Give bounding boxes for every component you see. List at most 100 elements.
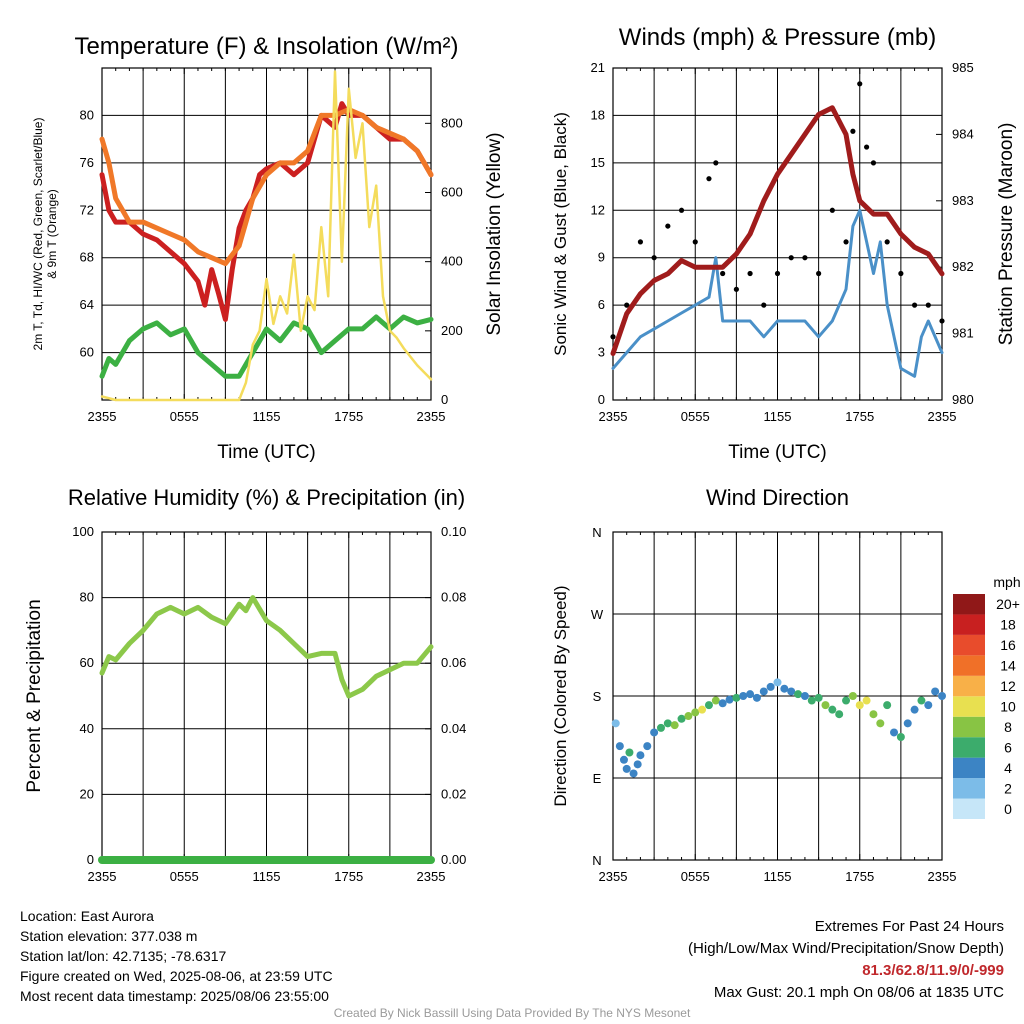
direction-point bbox=[890, 728, 899, 737]
station-location: Location: East Aurora bbox=[20, 908, 154, 924]
direction-point bbox=[938, 692, 946, 700]
y-tick-label-right: 980 bbox=[952, 392, 974, 407]
direction-point bbox=[698, 705, 707, 714]
direction-point bbox=[677, 714, 686, 723]
direction-point bbox=[650, 728, 659, 737]
x-tick-label: 2355 bbox=[417, 869, 446, 884]
y-axis-label-left-winds: Sonic Wind & Gust (Blue, Black) bbox=[551, 112, 570, 356]
y-tick-label-left: 40 bbox=[80, 721, 94, 736]
direction-point bbox=[684, 712, 693, 721]
y-tick-label-right: 0.06 bbox=[441, 655, 466, 670]
x-tick-label: 2355 bbox=[599, 409, 628, 424]
gust-point bbox=[624, 302, 630, 308]
colorbar-swatch bbox=[953, 757, 985, 779]
gust-point bbox=[678, 207, 685, 213]
figure-created: Figure created on Wed, 2025-08-06, at 23… bbox=[20, 968, 333, 984]
x-tick-label: 1755 bbox=[845, 869, 874, 884]
colorbar-label: 20+ bbox=[996, 596, 1020, 612]
colorbar-label: 6 bbox=[1004, 739, 1012, 755]
y-tick-label-right: 0.08 bbox=[441, 590, 466, 605]
colorbar-label: 4 bbox=[1004, 760, 1012, 776]
colorbar-swatch bbox=[953, 696, 985, 717]
y-tick-label-right: 0.00 bbox=[441, 852, 466, 867]
colorbar-label: 18 bbox=[1000, 617, 1016, 633]
direction-point bbox=[931, 687, 940, 696]
credit-line: Created By Nick Bassill Using Data Provi… bbox=[333, 1006, 691, 1020]
gust-point bbox=[870, 160, 877, 166]
x-tick-label: 2355 bbox=[88, 869, 117, 884]
x-tick-label: 1155 bbox=[764, 409, 792, 424]
gust-point bbox=[911, 302, 918, 308]
direction-point bbox=[636, 751, 645, 760]
gust-point bbox=[864, 144, 870, 150]
colorbar-label: 0 bbox=[1004, 801, 1012, 817]
plot-frame bbox=[101, 67, 432, 401]
direction-point bbox=[746, 690, 755, 699]
x-tick-label: 1755 bbox=[845, 409, 874, 424]
direction-point bbox=[629, 769, 638, 778]
gust-point bbox=[720, 270, 726, 277]
y-tick-label-right: 0.10 bbox=[441, 524, 466, 539]
y-tick-label-direction: N bbox=[592, 525, 601, 540]
direction-point bbox=[704, 701, 713, 710]
chart-title-humidity: Relative Humidity (%) & Precipitation (i… bbox=[68, 485, 465, 510]
x-tick-label: 1155 bbox=[253, 409, 281, 424]
gust-point bbox=[802, 255, 808, 261]
colorbar-swatch bbox=[953, 614, 985, 635]
y-tick-label-left: 80 bbox=[80, 590, 94, 605]
y-tick-label-left: 0 bbox=[87, 852, 94, 867]
direction-point bbox=[869, 710, 878, 719]
direction-point bbox=[656, 723, 665, 732]
direction-point bbox=[663, 719, 672, 728]
y-tick-label-left: 100 bbox=[72, 524, 94, 539]
y-tick-label-right: 981 bbox=[952, 326, 974, 341]
direction-point bbox=[619, 755, 628, 764]
y-tick-label-direction: W bbox=[591, 607, 604, 622]
direction-point bbox=[828, 705, 837, 714]
y-axis-label-right-pressure: Station Pressure (Maroon) bbox=[996, 123, 1017, 346]
gust-point bbox=[610, 334, 616, 340]
y-tick-label-left: 80 bbox=[80, 107, 94, 122]
x-tick-label: 0555 bbox=[170, 869, 199, 884]
gust-point bbox=[850, 128, 856, 134]
direction-point bbox=[670, 721, 679, 730]
y-axis-label-left-humidity: Percent & Precipitation bbox=[24, 599, 45, 792]
gust-point bbox=[774, 270, 781, 277]
direction-point bbox=[800, 692, 809, 700]
direction-point bbox=[917, 696, 926, 705]
x-tick-label: 0555 bbox=[681, 869, 710, 884]
series-line-sonic-wind bbox=[611, 208, 944, 378]
direction-point bbox=[633, 760, 642, 769]
x-tick-label: 2355 bbox=[928, 869, 957, 884]
gust-point bbox=[939, 318, 945, 324]
direction-point bbox=[910, 705, 919, 714]
y-tick-label-right: 984 bbox=[952, 126, 974, 141]
direction-point bbox=[773, 678, 782, 687]
gust-point bbox=[637, 239, 644, 245]
colorbar-swatch bbox=[953, 716, 985, 738]
gust-point bbox=[857, 81, 863, 87]
direction-point bbox=[718, 699, 727, 708]
y-tick-label-right: 200 bbox=[441, 323, 463, 338]
y-tick-label-right: 0.04 bbox=[441, 721, 466, 736]
y-tick-label-left: 60 bbox=[80, 655, 94, 670]
station-info: Location: East Aurora Station elevation:… bbox=[20, 906, 333, 1006]
series-line-relative-humidity bbox=[99, 595, 434, 699]
y-axis-label-left-direction: Direction (Colored By Speed) bbox=[551, 585, 570, 806]
extremes-values: 81.3/62.8/11.9/0/-999 bbox=[862, 962, 1004, 979]
gust-point bbox=[761, 302, 767, 308]
y-tick-label-right: 985 bbox=[952, 60, 974, 75]
direction-point bbox=[821, 701, 830, 710]
x-tick-label: 0555 bbox=[170, 409, 199, 424]
x-tick-label: 1155 bbox=[764, 869, 792, 884]
direction-point bbox=[855, 701, 864, 710]
x-tick-label: 2355 bbox=[417, 409, 446, 424]
x-axis-label-winds: Time (UTC) bbox=[728, 442, 827, 463]
y-tick-label-left: 64 bbox=[80, 297, 94, 312]
colorbar-swatch bbox=[953, 675, 985, 697]
chart-title-temperature: Temperature (F) & Insolation (W/m²) bbox=[74, 33, 458, 60]
direction-point bbox=[691, 708, 700, 717]
gust-point bbox=[706, 176, 712, 182]
colorbar-swatch bbox=[953, 778, 985, 799]
y-tick-label-direction: E bbox=[593, 771, 602, 786]
